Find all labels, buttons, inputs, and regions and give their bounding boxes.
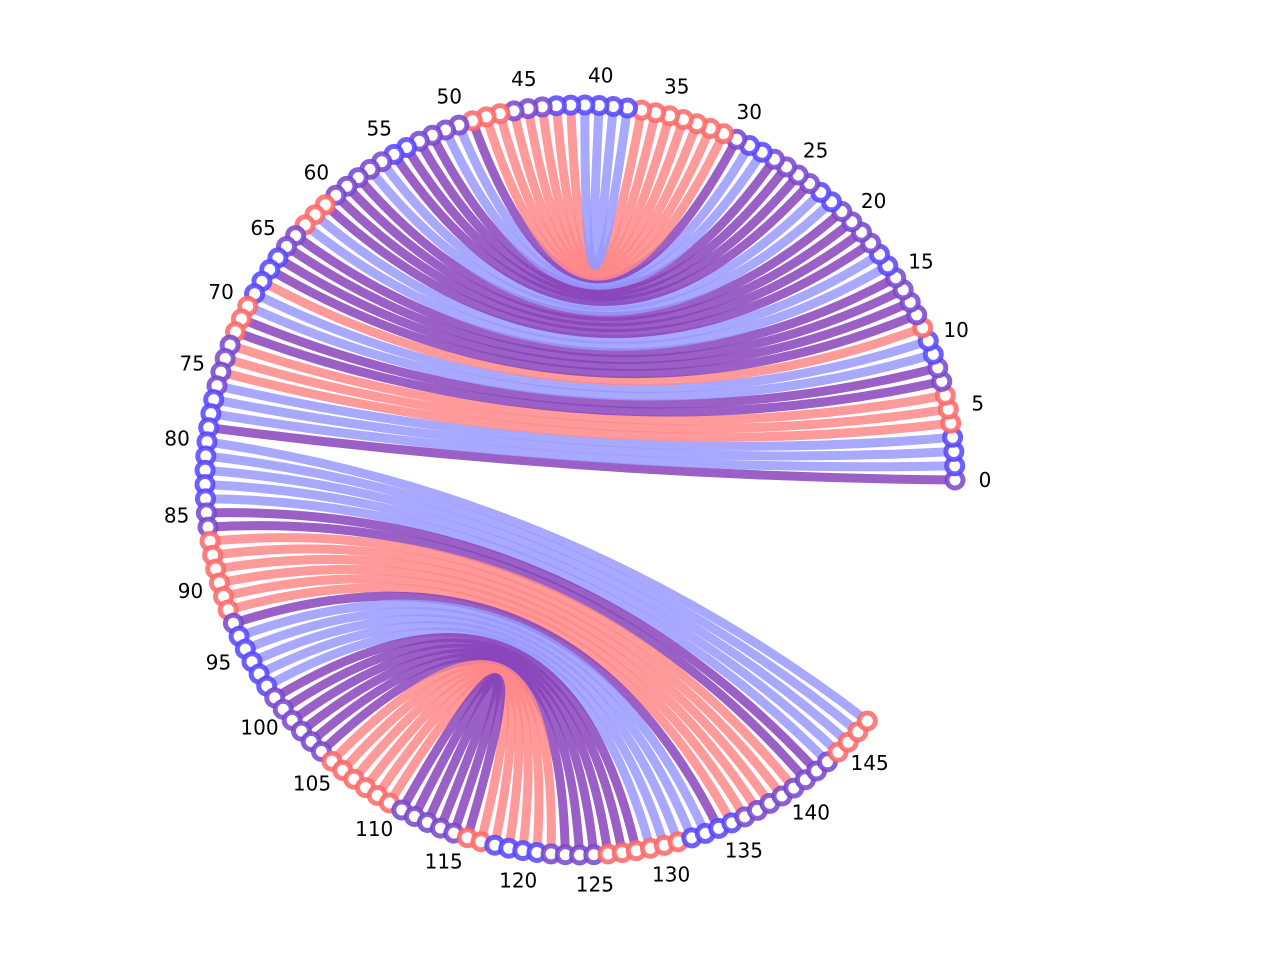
chord-95-132 (243, 607, 696, 840)
chord-11-68 (259, 277, 925, 386)
chord-14-65 (283, 242, 906, 364)
tick-label-5: 5 (971, 392, 984, 416)
chord-12-67 (267, 265, 919, 379)
tick-label-95: 95 (206, 651, 231, 675)
chord-4-75 (219, 367, 952, 442)
chord-80-147 (206, 437, 871, 725)
tick-label-140: 140 (792, 801, 830, 825)
chord-84-143 (205, 494, 831, 765)
tick-label-50: 50 (436, 85, 461, 109)
chord-7-72 (233, 327, 943, 417)
tick-label-35: 35 (664, 75, 689, 99)
tick-label-80: 80 (164, 427, 189, 451)
tick-label-145: 145 (851, 751, 889, 775)
chord-16-63 (302, 221, 891, 351)
chord-87-140 (209, 533, 798, 791)
chord-83-144 (204, 480, 842, 756)
tick-label-15: 15 (908, 250, 933, 274)
tick-label-layer: 0 5 10 15 20 25 30 35 40 45 50 55 60 65 70 75 80 85 90 95 10… (164, 64, 991, 897)
chord-1-78 (210, 409, 955, 472)
chord-91-136 (222, 574, 749, 820)
chord-0-79 (208, 423, 956, 485)
chord-13-66 (275, 254, 913, 371)
tick-label-115: 115 (425, 849, 463, 873)
chord-22-57 (366, 166, 835, 316)
chord-81-146 (205, 451, 861, 736)
tick-label-70: 70 (208, 280, 233, 304)
tick-label-100: 100 (240, 716, 278, 740)
chord-96-131 (250, 614, 683, 844)
chord-9-70 (245, 302, 935, 401)
chord-8-71 (239, 314, 939, 409)
chord-23-56 (378, 159, 824, 311)
node-layer (194, 94, 966, 866)
tick-label-20: 20 (861, 189, 886, 213)
chord-18-61 (322, 201, 874, 339)
chord-86-141 (207, 521, 809, 783)
chord-10-69 (252, 289, 930, 393)
tick-label-0: 0 (979, 468, 992, 492)
tick-label-25: 25 (803, 139, 828, 163)
tick-label-135: 135 (725, 838, 763, 862)
tick-label-85: 85 (164, 504, 189, 528)
node-147 (856, 710, 878, 732)
chord-5-74 (223, 354, 949, 434)
chord-17-62 (312, 211, 882, 345)
chord-89-138 (214, 554, 774, 806)
chord-113-114 (423, 674, 501, 830)
chord-93-134 (232, 591, 723, 831)
chord-92-135 (226, 583, 736, 826)
chord-15-64 (292, 231, 898, 358)
chord-39-40 (589, 105, 618, 270)
chord-90-137 (218, 564, 762, 813)
tick-label-130: 130 (652, 863, 690, 887)
tick-label-110: 110 (355, 817, 393, 841)
tick-label-55: 55 (366, 116, 391, 140)
chord-6-73 (228, 340, 947, 425)
chord-82-145 (204, 465, 852, 746)
tick-label-105: 105 (293, 772, 331, 796)
tick-label-45: 45 (511, 67, 536, 91)
tick-label-120: 120 (499, 868, 537, 892)
chord-94-133 (237, 599, 710, 836)
chord-19-60 (332, 192, 865, 333)
tick-label-40: 40 (588, 64, 613, 88)
chord-3-76 (215, 381, 953, 451)
tick-label-75: 75 (179, 351, 204, 375)
tick-label-30: 30 (736, 100, 761, 124)
chord-20-59 (343, 183, 855, 327)
chord-85-142 (206, 508, 820, 775)
chord-2-77 (212, 395, 955, 461)
chord-88-139 (212, 544, 786, 799)
tick-label-125: 125 (576, 873, 614, 897)
tick-label-10: 10 (943, 318, 968, 342)
tick-label-60: 60 (304, 161, 329, 185)
tick-label-90: 90 (178, 579, 203, 603)
chord-layer (204, 104, 956, 856)
chord-21-58 (354, 174, 845, 321)
tick-label-65: 65 (250, 216, 275, 240)
